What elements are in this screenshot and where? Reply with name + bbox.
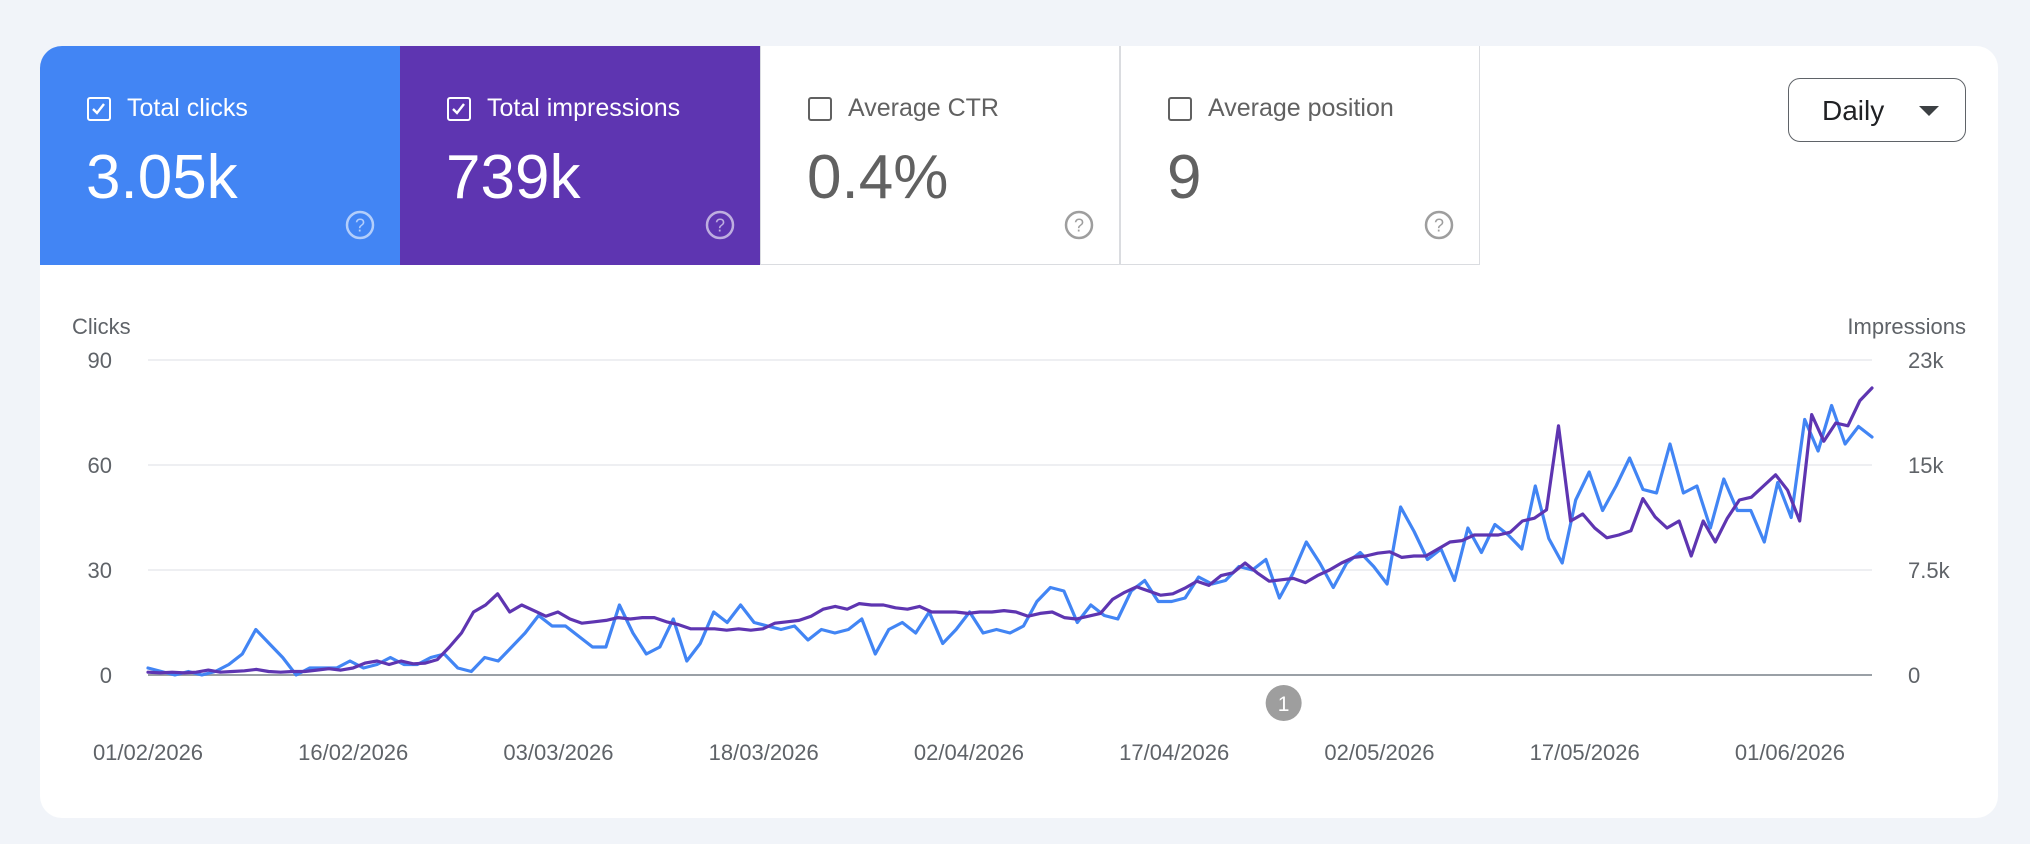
metric-tile-average-position[interactable]: Average position 9 ? — [1120, 46, 1480, 265]
metric-tile-total-impressions[interactable]: Total impressions 739k ? — [400, 46, 760, 265]
metric-label: Average position — [1208, 94, 1394, 122]
x-tick-label: 02/04/2026 — [914, 740, 1024, 765]
help-circle-icon[interactable]: ? — [704, 209, 736, 241]
metric-value: 0.4% — [807, 143, 949, 212]
y-left-tick-label: 30 — [88, 558, 112, 583]
svg-text:?: ? — [715, 216, 725, 236]
help-circle-icon[interactable]: ? — [344, 209, 376, 241]
y-right-tick-label: 0 — [1908, 663, 1920, 688]
chart-series — [146, 386, 1874, 677]
x-tick-label: 01/02/2026 — [93, 740, 203, 765]
series-line-total-clicks — [146, 403, 1874, 677]
y-left-tick-label: 0 — [100, 663, 112, 688]
y-left-tick-label: 60 — [88, 453, 112, 478]
metric-label: Average CTR — [848, 94, 999, 122]
chart-labels: 0 30 60 90 0 7.5k 15k 23k Clicks Impressions 01/02… — [72, 314, 1966, 765]
caret-down-icon — [1919, 106, 1939, 116]
checkbox-icon[interactable] — [87, 97, 111, 121]
checkbox-icon[interactable] — [808, 97, 832, 121]
help-circle-icon[interactable]: ? — [1423, 209, 1455, 241]
x-tick-label: 01/06/2026 — [1735, 740, 1845, 765]
svg-text:?: ? — [1074, 216, 1084, 236]
granularity-label: Daily — [1822, 95, 1885, 126]
metric-label: Total clicks — [127, 94, 248, 122]
performance-card: Total clicks 3.05k ? Total impressions 7… — [40, 46, 1998, 818]
chart-annotation: 1 — [1265, 685, 1302, 721]
x-tick-label: 17/05/2026 — [1530, 740, 1640, 765]
y-right-tick-label: 23k — [1908, 348, 1944, 373]
y-left-tick-label: 90 — [88, 348, 112, 373]
help-circle-icon[interactable]: ? — [1063, 209, 1095, 241]
annotation-marker — [1265, 685, 1302, 721]
metric-tiles: Total clicks 3.05k ? Total impressions 7… — [40, 46, 1480, 265]
x-tick-label: 16/02/2026 — [298, 740, 408, 765]
x-tick-label: 17/04/2026 — [1119, 740, 1229, 765]
granularity-dropdown[interactable]: Daily — [1788, 78, 1966, 142]
checkbox-icon[interactable] — [1168, 97, 1192, 121]
annotation-label: 1 — [1278, 693, 1290, 716]
svg-text:?: ? — [1434, 216, 1444, 236]
y-left-axis-title: Clicks — [72, 314, 131, 339]
x-tick-label: 03/03/2026 — [503, 740, 613, 765]
metric-label: Total impressions — [487, 94, 681, 122]
y-right-axis-title: Impressions — [1847, 314, 1966, 339]
y-right-tick-label: 7.5k — [1908, 558, 1951, 583]
checkbox-icon[interactable] — [447, 97, 471, 121]
x-tick-label: 18/03/2026 — [709, 740, 819, 765]
performance-chart: 0 30 60 90 0 7.5k 15k 23k Clicks Impressions 01/02… — [72, 314, 1966, 765]
metric-value: 9 — [1167, 143, 1202, 212]
series-line-total-impressions — [146, 386, 1874, 675]
metric-tile-total-clicks[interactable]: Total clicks 3.05k ? — [40, 46, 400, 265]
x-tick-label: 02/05/2026 — [1324, 740, 1434, 765]
metric-tile-average-ctr[interactable]: Average CTR 0.4% ? — [760, 46, 1120, 265]
y-right-tick-label: 15k — [1908, 453, 1944, 478]
svg-text:?: ? — [355, 216, 365, 236]
metric-value: 739k — [446, 143, 581, 212]
chart-grid — [148, 359, 1872, 676]
metric-value: 3.05k — [86, 143, 238, 212]
